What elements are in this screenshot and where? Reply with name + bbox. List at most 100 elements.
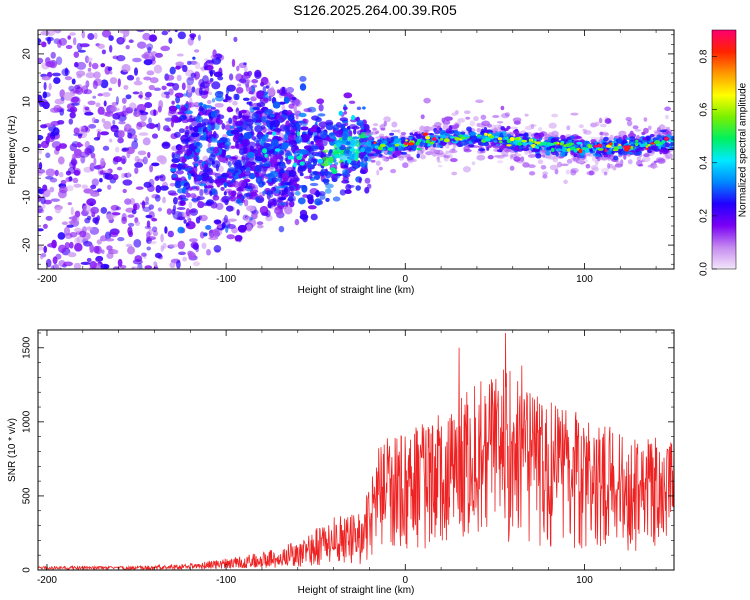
spectrogram-cell: [133, 202, 140, 211]
spectrogram-cell: [189, 193, 197, 199]
spectrogram-cell: [256, 224, 264, 229]
spectrogram-cell: [348, 100, 356, 104]
spectrogram-cell: [653, 130, 662, 134]
spectrogram-cell: [390, 168, 397, 174]
spectrogram-cell: [68, 118, 74, 125]
spectrogram-cell: [366, 153, 375, 157]
spectrogram-cell: [275, 80, 279, 84]
spectrogram-cell: [513, 156, 521, 162]
spectrogram-cell: [556, 161, 563, 168]
spectrogram-cell: [194, 71, 200, 80]
spectrogram-cell: [647, 143, 651, 147]
spectrogram-cell: [76, 142, 82, 148]
spectrogram-cell: [199, 188, 204, 197]
spectrogram-cell: [110, 105, 117, 113]
spectrogram-cell: [261, 181, 266, 186]
spectrogram-cell: [437, 164, 443, 168]
spectrogram-cell: [498, 145, 505, 151]
spectrogram-cell: [64, 76, 73, 81]
spectrogram-cell: [142, 156, 148, 165]
spectrogram-cell: [589, 144, 593, 148]
spectrogram-cell: [597, 148, 604, 151]
spectrogram-cell: [315, 189, 320, 198]
snr-x-label: Height of straight line (km): [298, 585, 415, 596]
spectrogram-cell: [379, 147, 383, 151]
spectrogram-cell: [122, 179, 133, 186]
spectrogram-cell: [117, 137, 124, 144]
spectrogram-cell: [133, 238, 142, 248]
spectrogram-cell: [92, 80, 98, 90]
spectrogram-cell: [278, 182, 283, 187]
spectrogram-cell: [70, 206, 74, 216]
spectrogram-cell: [145, 196, 150, 203]
spectrogram-cell: [645, 147, 649, 150]
spectrogram-cell: [74, 61, 79, 68]
spectrogram-cell: [89, 270, 97, 277]
spectrogram-cell: [504, 136, 509, 139]
spectrogram-cell: [296, 130, 300, 137]
spectrogram-cell: [161, 85, 167, 91]
spectrogram-cell: [344, 189, 352, 195]
spectrogram-cell: [130, 274, 135, 280]
spectrogram-cell: [73, 133, 83, 137]
spectrogram-cell: [133, 110, 141, 118]
spectrogram-cell: [267, 198, 277, 206]
spectrogram-cell: [443, 155, 449, 162]
spectrogram-cell: [408, 136, 413, 140]
spectrogram-cell: [192, 56, 196, 60]
spectrogram-cell: [203, 232, 208, 237]
spectrogram-cell: [67, 35, 72, 40]
spectrogram-cell: [484, 137, 491, 142]
spectrogram-cell: [613, 155, 619, 161]
spectrogram-cell: [556, 148, 562, 152]
spectrogram-cell: [213, 245, 222, 253]
spectrogram-cell: [536, 141, 541, 145]
spectrogram-cell: [363, 123, 370, 131]
spectrogram-cell: [420, 147, 425, 154]
y-tick-label: 0: [22, 567, 33, 573]
spectrogram-cell: [252, 106, 260, 110]
spectrogram-cell: [316, 141, 321, 147]
spectrogram-cell: [541, 154, 546, 158]
spectrogram-cell: [397, 129, 401, 134]
spectrogram-cell: [376, 169, 380, 176]
spectrogram-cell: [72, 89, 80, 94]
spectrogram-cell: [621, 139, 628, 144]
spectrogram-cell: [71, 78, 76, 85]
spectrogram-cell: [93, 157, 97, 166]
spectrogram-cell: [656, 134, 662, 140]
spectrogram-cell: [429, 141, 435, 145]
spectrogram-cell: [45, 168, 56, 177]
spectrogram-cell: [325, 171, 331, 179]
spectrogram-cell: [225, 224, 236, 229]
spectrogram-cell: [269, 157, 278, 165]
x-tick-label: 0: [402, 274, 408, 285]
spectrogram-cell: [303, 145, 312, 150]
spectrogram-cell: [43, 199, 52, 205]
spectrogram-cell: [416, 153, 421, 159]
spectrogram-cell: [119, 269, 122, 274]
spectrogram-cell: [317, 113, 326, 117]
spectrogram-cell: [223, 181, 228, 189]
spectrogram-cell: [160, 245, 165, 252]
spectrogram-cell: [551, 113, 559, 118]
spectrogram-cell: [463, 149, 472, 153]
spectrogram-cell: [161, 141, 171, 149]
spectrogram-cell: [527, 164, 536, 169]
spectrogram-cell: [103, 169, 111, 174]
spectrogram-cell: [415, 141, 420, 146]
spectrogram-cell: [480, 114, 487, 120]
spectrogram-cell: [439, 134, 446, 139]
spectrogram-cell: [490, 141, 497, 147]
spectrogram-cell: [109, 19, 114, 22]
spectrogram-cell: [238, 193, 242, 199]
spectrogram-cell: [189, 126, 193, 131]
spectrogram-cell: [431, 137, 437, 141]
spectrogram-cell: [251, 85, 255, 93]
spectrogram-cell: [364, 156, 369, 162]
spectrogram-cell: [148, 117, 152, 125]
spectrogram-cell: [186, 216, 191, 222]
spectrogram-cell: [343, 92, 353, 99]
spectrogram-cell: [224, 145, 230, 152]
spectrogram-cell: [118, 121, 126, 125]
